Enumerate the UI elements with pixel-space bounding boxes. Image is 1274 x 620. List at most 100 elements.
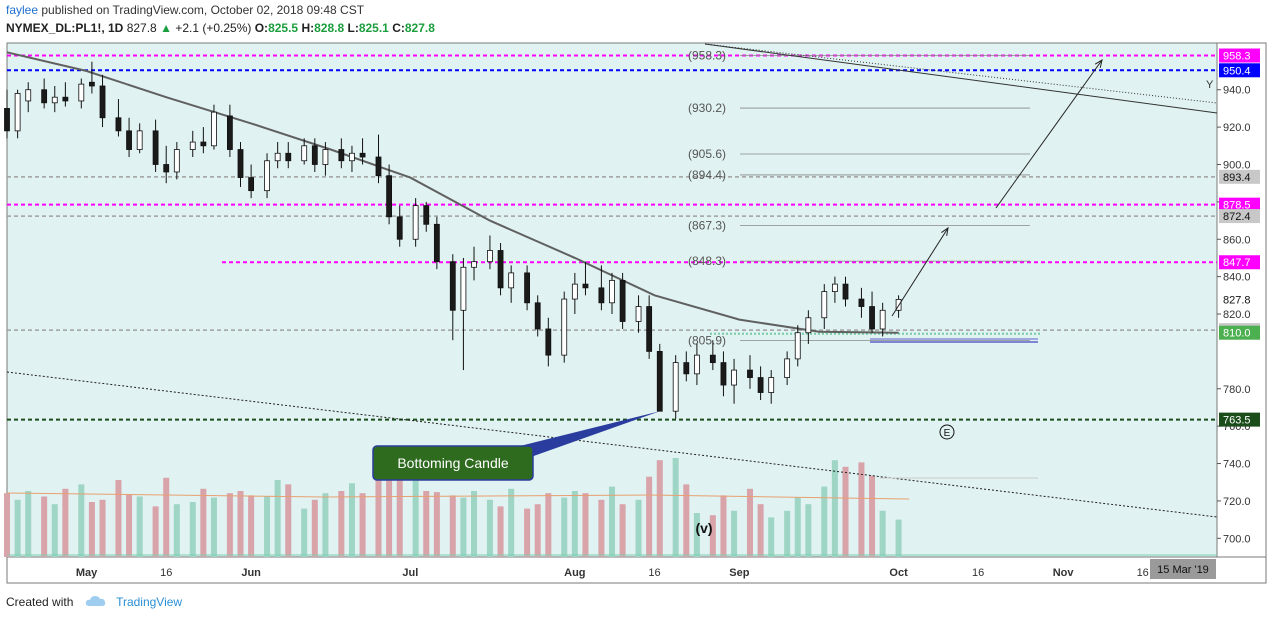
y-tick-label: 860.0 <box>1223 234 1251 246</box>
volume-bar <box>200 488 207 557</box>
candle-body <box>582 283 589 289</box>
x-tick-label: May <box>76 567 98 579</box>
candle-body <box>794 332 801 360</box>
candle-body <box>747 369 753 378</box>
price-badge-label: 872.4 <box>1223 211 1251 223</box>
volume-bar <box>163 477 170 557</box>
volume-bar <box>412 480 419 557</box>
candle-body <box>731 369 737 386</box>
fib-label: (867.3) <box>688 219 726 233</box>
candle-body <box>322 149 329 165</box>
price-badge-label: 893.4 <box>1223 172 1251 184</box>
candle-body <box>524 272 530 304</box>
x-tick-label: Sep <box>729 567 749 579</box>
volume-bar <box>322 493 329 557</box>
candle-body <box>720 362 727 386</box>
candle-body <box>301 145 308 162</box>
price-badge-label: 950.4 <box>1223 65 1251 77</box>
price-badge <box>1219 197 1260 212</box>
volume-bar <box>582 493 589 557</box>
close-label: C: <box>392 21 405 35</box>
candle-body <box>89 81 95 87</box>
volume-bar <box>115 480 122 557</box>
volume-bar <box>359 493 366 557</box>
volume-bar <box>683 484 690 557</box>
fib-label: (905.6) <box>688 147 726 161</box>
volume-bar <box>656 460 663 557</box>
y-tick-label: 900.0 <box>1223 159 1251 171</box>
volume-bar <box>136 496 143 557</box>
volume-bar <box>842 466 849 557</box>
x-tick-label: 16 <box>160 567 172 579</box>
trendline-upper <box>704 43 1218 114</box>
candle-body <box>821 291 828 319</box>
volume-bar <box>879 510 886 557</box>
volume-bar <box>99 499 106 557</box>
candle-body <box>115 117 122 132</box>
x-tick-label: 16 <box>1137 567 1149 579</box>
candle-body <box>78 83 85 102</box>
volume-bar <box>497 506 504 557</box>
price-badge-label: 878.5 <box>1223 200 1251 212</box>
change-value: +2.1 (+0.25%) <box>175 21 252 35</box>
candle-body <box>842 283 849 300</box>
fib-label: (805.9) <box>688 333 726 347</box>
candle-body <box>768 377 775 393</box>
open-label: O: <box>254 21 269 35</box>
candle-body <box>274 152 281 162</box>
moving-average-line <box>6 51 899 334</box>
candle-body <box>264 160 270 192</box>
x-tick-label: 16 <box>972 567 984 579</box>
volume-bar <box>14 499 21 557</box>
volume-bar <box>274 480 281 557</box>
projection-arrow-1-head <box>941 226 949 236</box>
y-tick-label: 780.0 <box>1223 384 1251 396</box>
volume-bar <box>821 486 828 557</box>
volume-bar <box>598 499 605 557</box>
volume-bar <box>78 484 85 557</box>
price-badge <box>1219 48 1260 63</box>
wave-label-e: E <box>944 428 951 439</box>
fib-label: (848.3) <box>688 254 726 268</box>
volume-bar <box>311 499 318 557</box>
author-name[interactable]: faylee <box>6 3 39 17</box>
x-tick-label: Oct <box>889 567 908 579</box>
candle-body <box>311 145 318 165</box>
candle-body <box>433 223 440 263</box>
change-up-icon: ▲ <box>160 21 172 35</box>
volume-bar <box>545 493 552 557</box>
last-price: 827.8 <box>126 21 157 35</box>
volume-bar <box>237 491 244 557</box>
volume-bar <box>619 504 626 557</box>
price-badge <box>1219 292 1260 307</box>
symbol-label: NYMEX_DL:PL1!, 1D <box>6 21 124 35</box>
candle-body <box>858 298 865 307</box>
price-badge-label: 958.3 <box>1223 51 1251 63</box>
volume-bar <box>635 499 642 557</box>
volume-bar <box>88 502 95 557</box>
candle-body <box>200 141 207 147</box>
x-axis-labels: May 16 Jun Jul Aug 16 Sep Oct 16 Nov 16 <box>76 567 1149 579</box>
volume-bar <box>746 488 753 557</box>
high-label: H: <box>301 21 315 35</box>
trendline-lower <box>6 371 1218 518</box>
volume-bar <box>248 495 255 557</box>
y-tick-label: 940.0 <box>1223 85 1251 97</box>
volume-bar <box>731 510 738 557</box>
fib-label: (894.4) <box>688 168 726 182</box>
volume-bar <box>460 497 467 557</box>
candle-body <box>423 205 430 225</box>
candle-body <box>656 350 663 412</box>
publish-info: faylee published on TradingView.com, Oct… <box>6 3 364 17</box>
candle-body <box>869 306 875 330</box>
volume-bar <box>152 506 159 557</box>
fib-projection: (958.3) (930.2) (905.6) (894.4) (867.3) (848.… <box>688 49 1030 347</box>
tradingview-link[interactable]: TradingView <box>116 595 183 609</box>
candle-body <box>609 279 615 304</box>
volume-ma-line <box>6 492 910 500</box>
candle-body <box>14 93 21 132</box>
price-badge <box>1219 325 1260 340</box>
candle-body <box>784 358 791 378</box>
volume-bar <box>693 513 700 557</box>
